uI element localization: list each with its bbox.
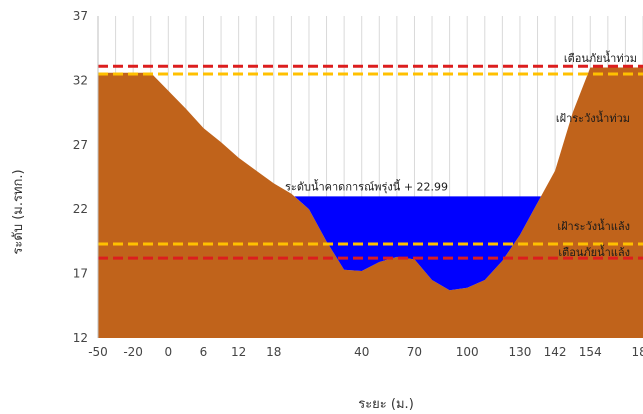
ground-area [98,67,643,338]
x-tick-label: 100 [456,345,479,359]
annotation: เตือนภัยน้ำแล้ง [558,244,630,259]
y-tick-label: 12 [73,331,88,345]
y-tick-label: 32 [73,73,88,87]
x-tick-label: 6 [200,345,208,359]
annotation: เฝ้าระวังน้ำแล้ง [557,218,630,233]
x-tick-label: 142 [544,345,567,359]
x-tick-label: 184 [632,345,643,359]
x-tick-labels: -50 -20 0 6 12 18 40 70 100 130 142 154 184 [88,345,643,359]
y-tick-labels: 12 17 22 27 32 37 [73,9,88,345]
annotations: ระดับน้ำคาดการณ์พรุ่งนี้ + 22.99 เตือนภัย… [285,50,637,259]
x-tick-label: 12 [231,345,246,359]
y-tick-label: 22 [73,202,88,216]
x-tick-label: 40 [354,345,369,359]
ground-profile-area [98,67,643,338]
y-tick-label: 37 [73,9,88,23]
x-tick-label: 18 [266,345,281,359]
y-tick-label: 17 [73,267,88,281]
annotation: เฝ้าระวังน้ำท่วม [556,110,630,125]
x-tick-label: 154 [579,345,602,359]
x-tick-label: 130 [508,345,531,359]
x-tick-label: 70 [407,345,422,359]
x-tick-label: -50 [88,345,108,359]
x-axis-title: ระยะ (ม.) [358,397,414,412]
y-tick-label: 27 [73,138,88,152]
reference-lines [98,64,643,260]
annotation: ระดับน้ำคาดการณ์พรุ่งนี้ + 22.99 [285,178,448,193]
annotation: เตือนภัยน้ำท่วม [564,50,637,65]
x-tick-label: -20 [123,345,143,359]
x-tick-label: 0 [165,345,173,359]
y-axis-title: ระดับ (ม.รทก.) [11,169,26,254]
